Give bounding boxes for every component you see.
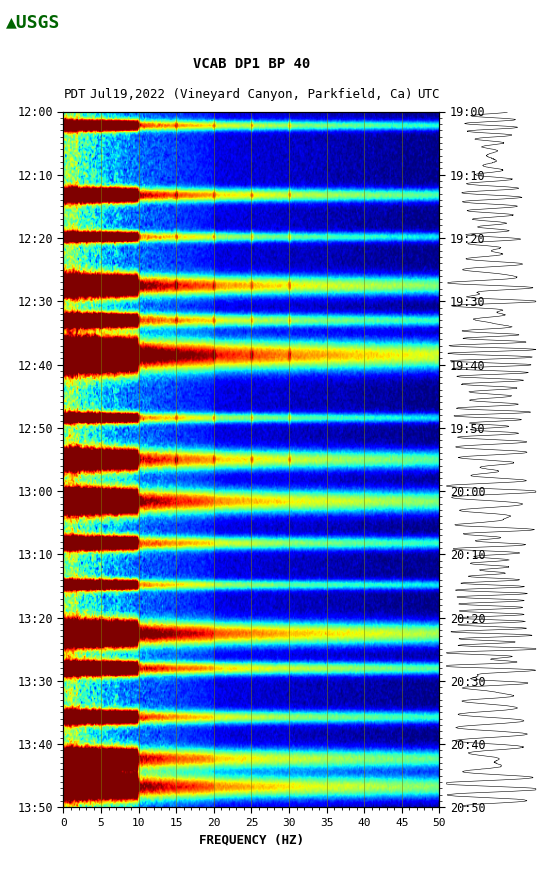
- Text: Jul19,2022 (Vineyard Canyon, Parkfield, Ca): Jul19,2022 (Vineyard Canyon, Parkfield, …: [90, 87, 413, 101]
- Text: PDT: PDT: [63, 87, 86, 101]
- Text: VCAB DP1 BP 40: VCAB DP1 BP 40: [193, 57, 310, 71]
- Text: UTC: UTC: [417, 87, 439, 101]
- Text: ▲USGS: ▲USGS: [6, 13, 60, 31]
- X-axis label: FREQUENCY (HZ): FREQUENCY (HZ): [199, 833, 304, 847]
